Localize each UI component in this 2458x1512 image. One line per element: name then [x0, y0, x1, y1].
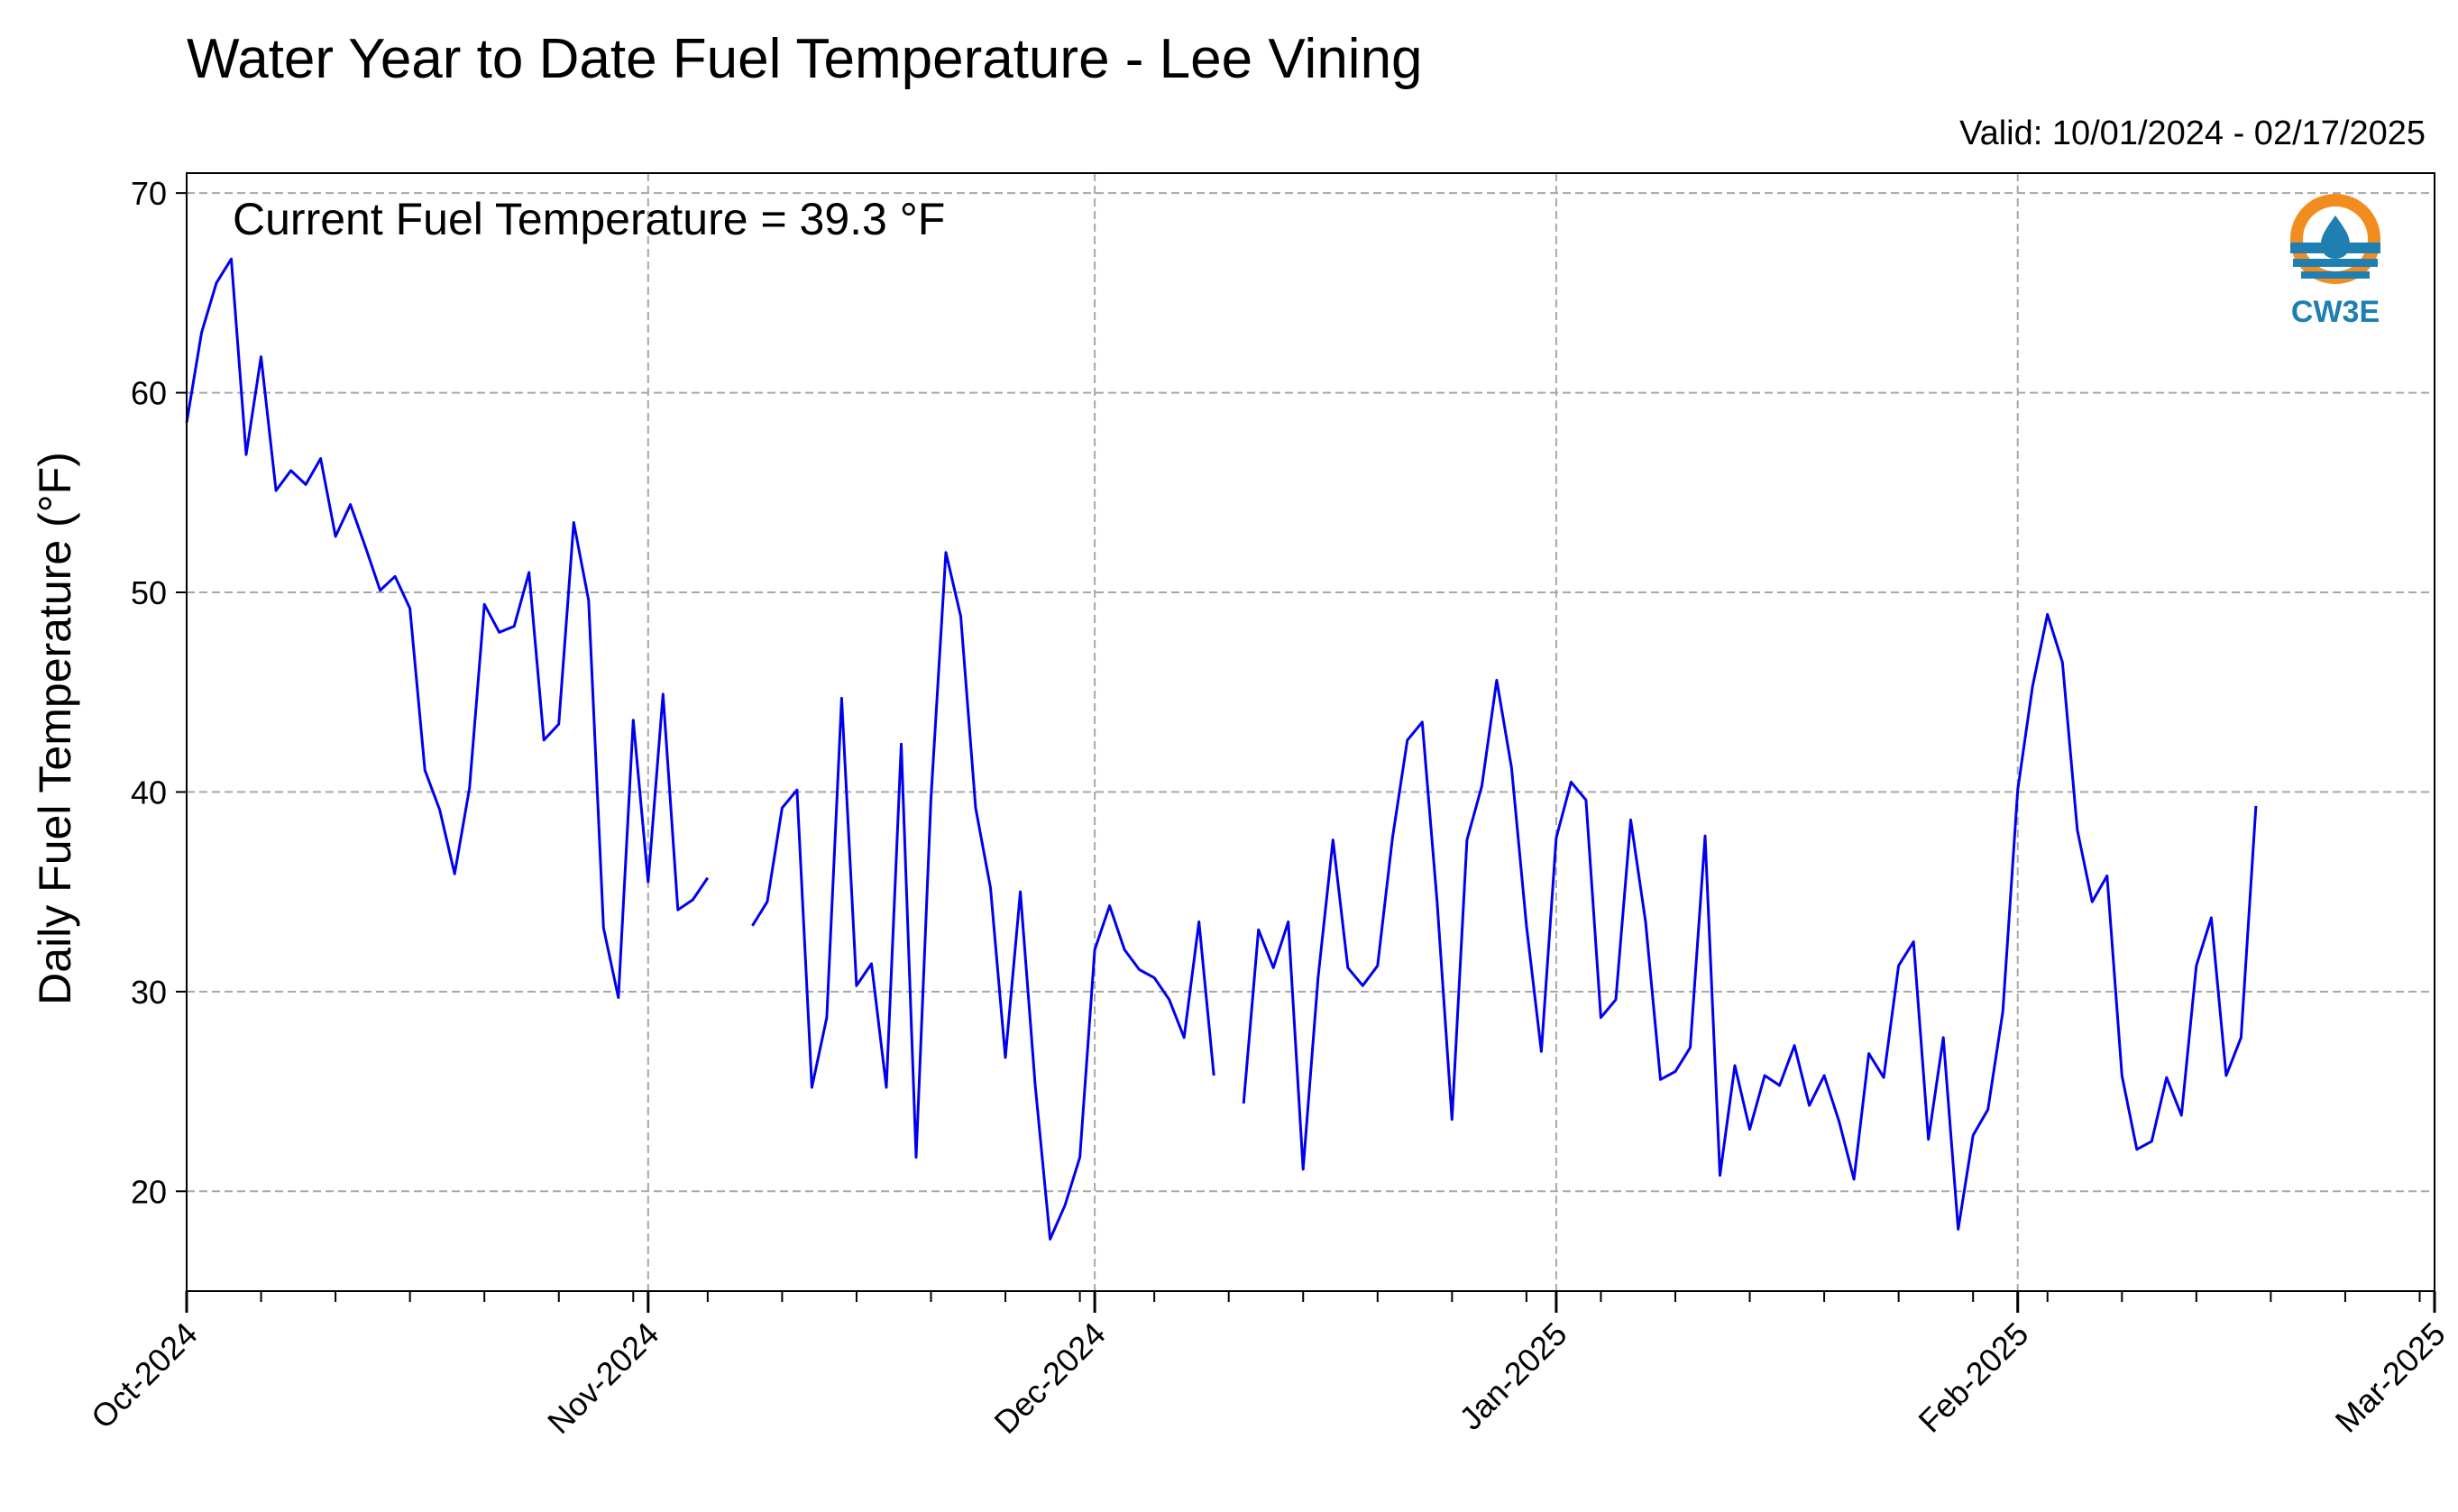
- current-value-annotation: Current Fuel Temperature = 39.3 °F: [233, 194, 945, 244]
- logo-wave-3: [2301, 271, 2370, 279]
- y-tick-label: 50: [131, 574, 167, 611]
- y-tick-label: 20: [131, 1173, 167, 1210]
- logo-text: CW3E: [2291, 295, 2380, 329]
- chart-subtitle: Valid: 10/01/2024 - 02/17/2025: [1959, 115, 2426, 152]
- y-tick-label: 40: [131, 774, 167, 811]
- cw3e-logo: CW3E: [2290, 194, 2380, 329]
- y-tick-label: 70: [131, 175, 167, 212]
- logo-wave-2: [2293, 259, 2378, 267]
- series-line: [185, 257, 2258, 1241]
- chart-title: Water Year to Date Fuel Temperature - Le…: [187, 28, 1423, 90]
- y-tick-label: 60: [131, 375, 167, 412]
- logo-droplet-icon: [2321, 215, 2350, 259]
- y-axis-label: Daily Fuel Temperature (°F): [30, 452, 80, 1005]
- y-tick-label: 30: [131, 974, 167, 1011]
- data-series: [185, 257, 2258, 1241]
- plot-frame: [186, 172, 2435, 1292]
- grid: [187, 173, 2435, 1291]
